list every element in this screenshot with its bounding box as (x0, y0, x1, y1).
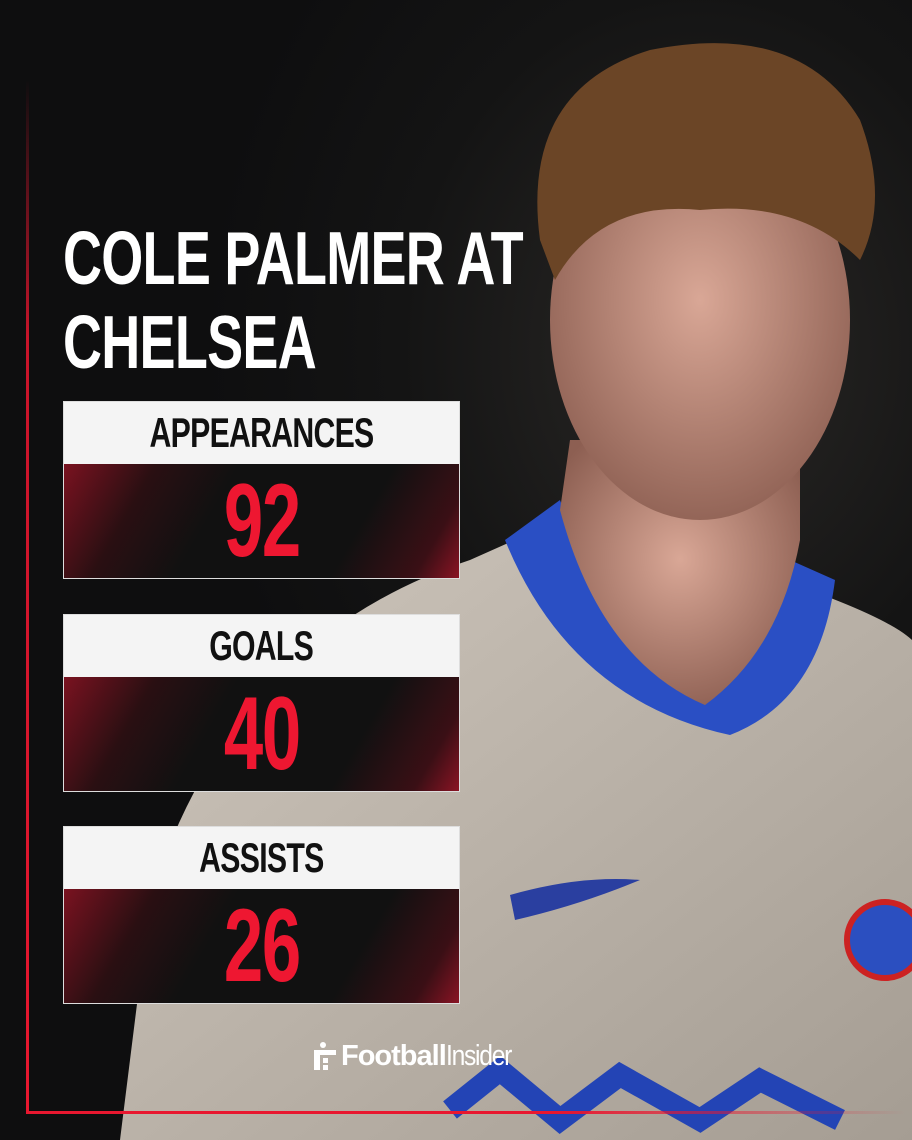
brand-mark-icon (314, 1041, 336, 1070)
stat-value: 26 (223, 888, 301, 1004)
stat-label: APPEARANCES (149, 409, 375, 456)
brand-name-normal: Insider (445, 1040, 512, 1072)
stat-label: ASSISTS (199, 834, 324, 881)
frame-line-left (26, 80, 29, 1114)
title-line-1: COLE PALMER AT (63, 216, 524, 300)
stat-card-assists: ASSISTS 26 (63, 826, 460, 1004)
stat-card-goals: GOALS 40 (63, 614, 460, 792)
title-line-2: CHELSEA (63, 300, 317, 384)
stat-label: GOALS (209, 622, 315, 669)
stat-card-appearances: APPEARANCES 92 (63, 401, 460, 579)
stat-value: 92 (223, 463, 301, 579)
page-title: COLE PALMER AT CHELSEA (63, 216, 524, 384)
stat-value: 40 (223, 676, 301, 792)
frame-line-bottom (26, 1111, 906, 1114)
brand-name-bold: Football (341, 1040, 447, 1072)
football-insider-logo: Football Insider (314, 1040, 522, 1073)
